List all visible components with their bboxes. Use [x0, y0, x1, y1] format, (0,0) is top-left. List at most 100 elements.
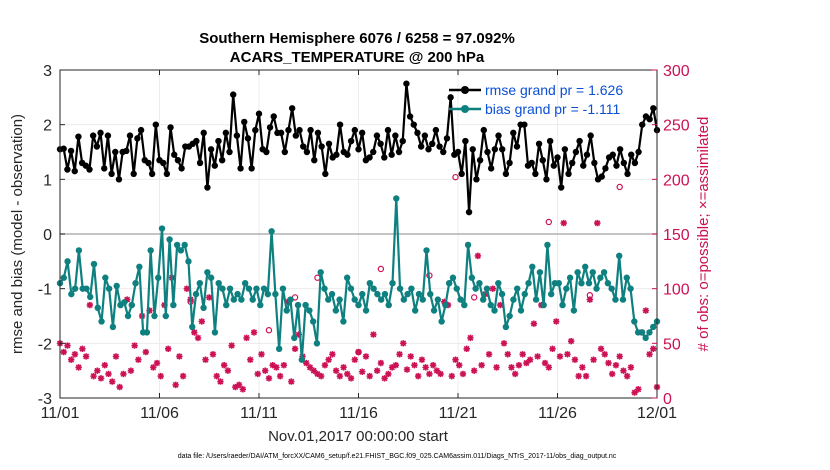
rmse-point — [148, 170, 156, 178]
obs-assimilated-point — [317, 372, 325, 380]
rmse-point — [561, 146, 569, 153]
bias-point — [113, 282, 120, 290]
rmse-point — [417, 143, 425, 150]
bias-point — [321, 285, 328, 292]
obs-assimilated-point — [590, 356, 597, 363]
bias-point — [136, 263, 143, 270]
rmse-point — [145, 159, 152, 167]
bias-point — [87, 293, 94, 301]
rmse-point — [598, 173, 605, 180]
y-axis-left-label: rmse and bias (model - observation) — [9, 114, 26, 354]
bias-point — [313, 340, 321, 347]
rmse-point — [288, 105, 296, 112]
obs-assimilated-point — [418, 356, 426, 363]
bias-point — [291, 334, 298, 342]
rmse-point — [554, 154, 561, 161]
bias-series — [56, 195, 661, 363]
rmse-point — [392, 132, 399, 139]
legend-rmse-marker — [461, 86, 469, 94]
rmse-point — [613, 162, 620, 169]
rmse-point — [565, 170, 572, 178]
obs-assimilated-point — [265, 375, 273, 382]
obs-assimilated-point — [224, 367, 232, 374]
obs-assimilated-point — [183, 285, 191, 292]
obs-layer — [56, 173, 661, 396]
rmse-point — [263, 148, 270, 156]
obs-assimilated-point — [373, 367, 381, 374]
obs-assimilated-point — [284, 298, 291, 305]
obs-assimilated-point — [586, 296, 594, 303]
bias-point — [548, 290, 555, 298]
obs-assimilated-point — [105, 370, 112, 378]
rmse-point — [130, 170, 137, 178]
obs-assimilated-point — [631, 389, 638, 396]
rmse-point — [292, 132, 300, 139]
bias-point — [627, 285, 634, 292]
obs-assimilated-point — [519, 351, 526, 358]
bias-point — [430, 307, 438, 314]
rmse-point — [650, 105, 657, 112]
rmse-point — [167, 124, 174, 131]
bias-point — [479, 296, 487, 303]
rmse-point — [476, 157, 484, 164]
rmse-point — [277, 129, 285, 137]
obs-assimilated-point — [549, 345, 556, 352]
obs-assimilated-point — [426, 370, 433, 378]
bias-point — [294, 301, 302, 309]
rmse-point — [421, 132, 429, 139]
rmse-point — [333, 151, 340, 158]
rmse-point — [126, 132, 134, 139]
obs-assimilated-point — [86, 301, 94, 309]
bias-point — [495, 280, 502, 287]
rmse-point — [178, 165, 185, 172]
rmse-point — [358, 129, 366, 137]
bias-point — [434, 296, 442, 303]
bias-point — [177, 247, 185, 254]
bias-point — [143, 329, 151, 336]
rmse-point — [108, 170, 115, 178]
obs-assimilated-point — [243, 334, 250, 342]
obs-assimilated-point — [217, 378, 224, 385]
rmse-point — [351, 126, 359, 134]
rmse-point — [491, 146, 499, 153]
rmse-point — [469, 146, 476, 153]
bias-point — [359, 290, 366, 298]
bias-point — [600, 269, 608, 276]
obs-assimilated-point — [366, 372, 373, 380]
rmse-point — [576, 137, 583, 145]
rmse-point — [366, 154, 373, 161]
obs-assimilated-point — [437, 370, 444, 378]
rmse-point — [311, 157, 318, 164]
obs-assimilated-point — [396, 351, 403, 358]
rmse-point — [513, 143, 521, 150]
bias-point — [631, 318, 638, 325]
rmse-point — [296, 126, 303, 134]
bias-point — [461, 301, 468, 309]
rmse-point — [196, 159, 204, 167]
rmse-point — [347, 137, 355, 145]
obs-assimilated-point — [325, 356, 332, 363]
rmse-point — [86, 166, 93, 173]
rmse-point — [174, 157, 182, 164]
bias-point — [64, 258, 71, 265]
bias-point — [570, 307, 578, 314]
rmse-point — [502, 170, 510, 178]
bias-point — [483, 285, 491, 292]
rmse-point — [318, 143, 325, 150]
bias-point — [385, 301, 392, 309]
bias-point — [223, 301, 230, 309]
bias-point — [612, 296, 619, 303]
obs-assimilated-point — [127, 367, 135, 374]
obs-assimilated-point — [534, 353, 541, 360]
bias-point — [536, 269, 544, 276]
obs-assimilated-point — [403, 366, 411, 373]
rmse-point — [462, 137, 469, 145]
bias-point — [389, 280, 396, 287]
bias-point — [207, 274, 215, 281]
obs-assimilated-point — [485, 351, 493, 358]
rmse-point — [211, 162, 218, 169]
obs-assimilated-point — [247, 356, 254, 363]
obs-assimilated-point — [109, 378, 116, 385]
bias-point — [351, 296, 358, 303]
